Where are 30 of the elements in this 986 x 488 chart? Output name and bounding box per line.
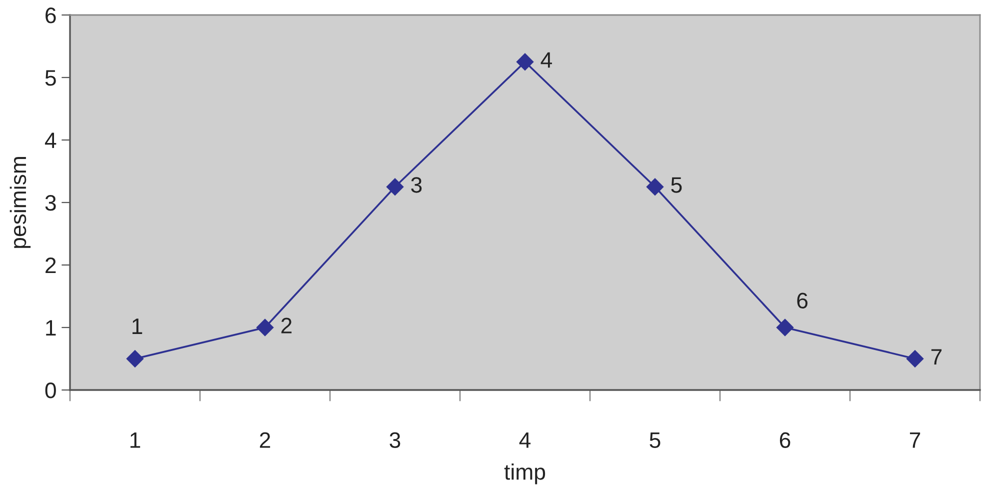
point — [126, 350, 144, 368]
x-tick-label: 6 — [780, 432, 790, 448]
annotation: 1 — [132, 318, 142, 334]
point — [386, 178, 404, 196]
y-tick-label: 0 — [45, 382, 56, 398]
y-axis-title: pesimism — [10, 157, 31, 248]
y-tick-label: 1 — [46, 320, 56, 336]
point — [776, 318, 794, 336]
y-tick-label: 6 — [46, 8, 56, 24]
point — [646, 178, 664, 196]
x-axis-title: timp — [504, 463, 546, 484]
x-tick-label: 7 — [910, 432, 920, 448]
y-tick-label: 3 — [45, 195, 56, 211]
annotation: 7 — [931, 349, 942, 364]
point — [906, 350, 924, 368]
y-tick-label: 2 — [46, 258, 56, 274]
x-tick-label: 1 — [130, 432, 140, 448]
annotation: 2 — [281, 318, 292, 334]
point — [256, 318, 274, 336]
x-tick-label: 2 — [260, 432, 270, 448]
y-tick-label: 4 — [44, 132, 56, 148]
y-tick-label: 5 — [45, 70, 56, 86]
x-tick-label: 3 — [390, 432, 400, 448]
x-tick-label: 5 — [650, 432, 660, 448]
annotation: 3 — [411, 177, 422, 193]
annotation: 6 — [797, 292, 808, 308]
annotation: 5 — [671, 177, 682, 193]
x-tick-label: 4 — [519, 432, 531, 448]
annotation: 4 — [540, 52, 552, 68]
point — [516, 53, 534, 70]
